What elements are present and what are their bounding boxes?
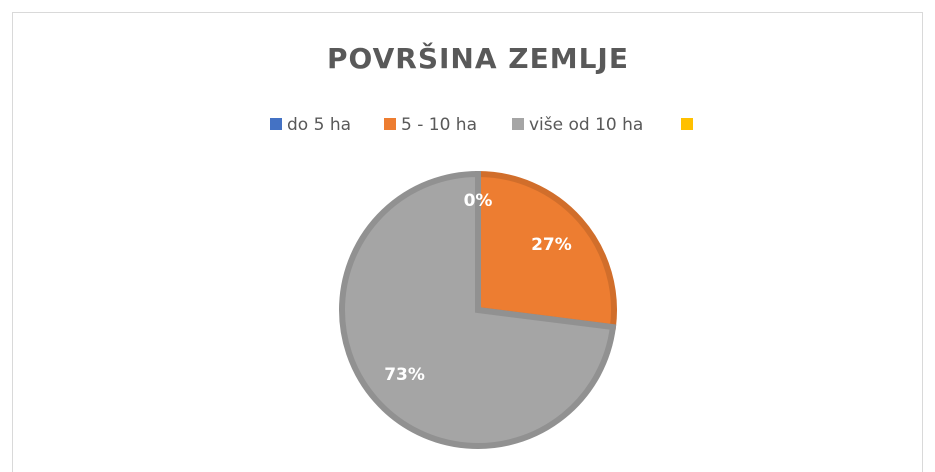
data-label: 73% <box>384 365 425 385</box>
legend-label: do 5 ha <box>287 115 351 135</box>
data-label: 27% <box>531 235 572 255</box>
chart-title: POVRŠINA ZEMLJE <box>327 41 629 75</box>
legend-label: više od 10 ha <box>529 115 643 135</box>
pie-slice <box>339 170 617 449</box>
data-label: 0% <box>464 191 493 211</box>
legend-swatch <box>681 118 693 130</box>
legend-label: 5 - 10 ha <box>401 115 477 135</box>
legend-swatch <box>270 118 282 130</box>
legend-swatch <box>384 118 396 130</box>
pie-slice <box>475 170 617 331</box>
legend-swatch <box>512 118 524 130</box>
